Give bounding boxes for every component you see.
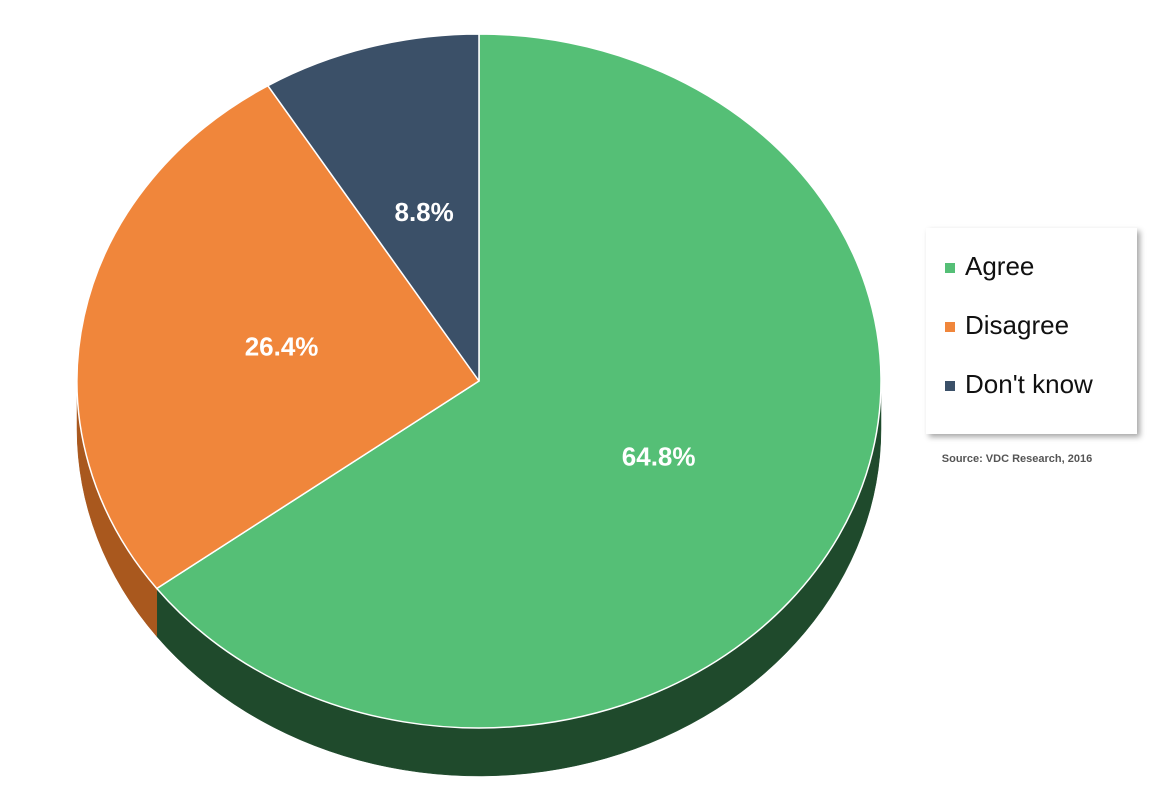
pie-slice — [76, 84, 480, 590]
source: Source: VDC Research, 2016 — [942, 453, 1092, 465]
legend: Agree Disagree Don't know — [945, 251, 1093, 399]
legend-swatch — [945, 322, 955, 332]
legend-label: Disagree — [965, 310, 1069, 340]
legend-label: Agree — [965, 251, 1034, 281]
legend-box — [926, 228, 1137, 434]
pie-slice — [156, 33, 882, 729]
value-label: 26.4% — [245, 331, 319, 361]
pie-slice — [267, 33, 480, 382]
legend-swatch — [945, 381, 955, 391]
value-label: 8.8% — [395, 197, 454, 227]
pie: 64.8% 26.4% 8.8% — [76, 33, 882, 777]
legend-label: Don't know — [965, 369, 1093, 399]
value-label: 64.8% — [622, 442, 696, 472]
legend-swatch — [945, 263, 955, 273]
